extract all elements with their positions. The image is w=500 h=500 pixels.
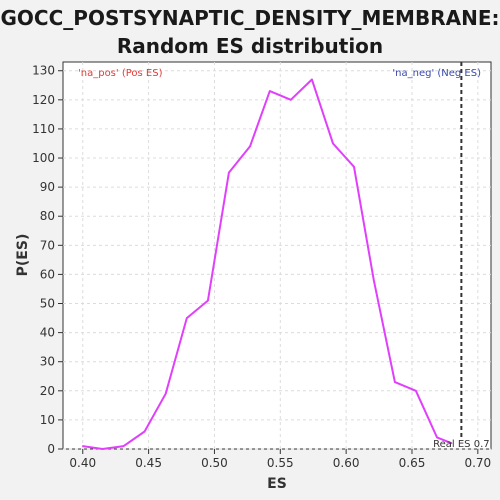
data-point (290, 99, 292, 101)
real-es-label: Real ES 0.7 (433, 439, 489, 450)
data-point (394, 381, 396, 383)
y-tick-label: 90 (40, 180, 55, 194)
neg-es-label: 'na_neg' (Neg ES) (392, 68, 481, 79)
data-point (143, 430, 146, 433)
y-tick-label: 30 (40, 355, 55, 369)
y-tick-label: 120 (32, 93, 55, 107)
x-tick-label: 0.65 (399, 456, 426, 470)
data-point (249, 145, 251, 148)
chart-title-line2: Random ES distribution (116, 34, 384, 58)
y-tick-label: 130 (32, 64, 55, 78)
data-point (164, 392, 167, 395)
y-tick-label: 0 (47, 442, 55, 456)
y-tick-label: 40 (40, 326, 55, 340)
data-point (311, 78, 313, 81)
x-tick-label: 0.60 (333, 456, 360, 470)
data-point (81, 445, 84, 447)
x-tick-label: 0.55 (267, 456, 294, 470)
chart-title-line1: GOCC_POSTSYNAPTIC_DENSITY_MEMBRANE: (0, 6, 500, 30)
y-tick-label: 20 (40, 384, 55, 398)
data-point (185, 317, 188, 319)
y-axis-label: P(ES) (15, 234, 31, 277)
data-point (450, 442, 453, 444)
data-point (207, 299, 209, 302)
data-point (436, 436, 438, 439)
x-tick-label: 0.40 (69, 456, 96, 470)
data-point (268, 90, 271, 92)
series-layer (81, 78, 453, 450)
y-tick-label: 80 (40, 209, 55, 223)
y-tick-label: 70 (40, 238, 55, 252)
data-point (122, 445, 125, 447)
data-point (101, 448, 104, 450)
x-tick-label: 0.50 (201, 456, 228, 470)
x-axis-label: ES (267, 476, 287, 492)
data-point (228, 171, 230, 174)
plot-area (62, 61, 492, 450)
y-tick-label: 110 (32, 122, 55, 136)
tick-layer: 0 10 20 30 40 50 60 70 80 90 100 110 120 130 0.40 0.45 0… (32, 64, 491, 470)
x-tick-label: 0.45 (135, 456, 162, 470)
data-point (372, 279, 375, 282)
data-point (353, 165, 355, 168)
x-tick-label: 0.70 (464, 456, 491, 470)
chart-title: GOCC_POSTSYNAPTIC_DENSITY_MEMBRANE: Rand… (0, 4, 500, 60)
y-tick-label: 100 (32, 151, 55, 165)
data-point (415, 390, 417, 392)
y-tick-label: 60 (40, 267, 55, 281)
grid-layer (63, 62, 491, 450)
pos-es-label: 'na_pos' (Pos ES) (78, 68, 163, 79)
data-point (332, 142, 334, 145)
y-tick-label: 10 (40, 413, 55, 427)
y-tick-label: 50 (40, 297, 55, 311)
